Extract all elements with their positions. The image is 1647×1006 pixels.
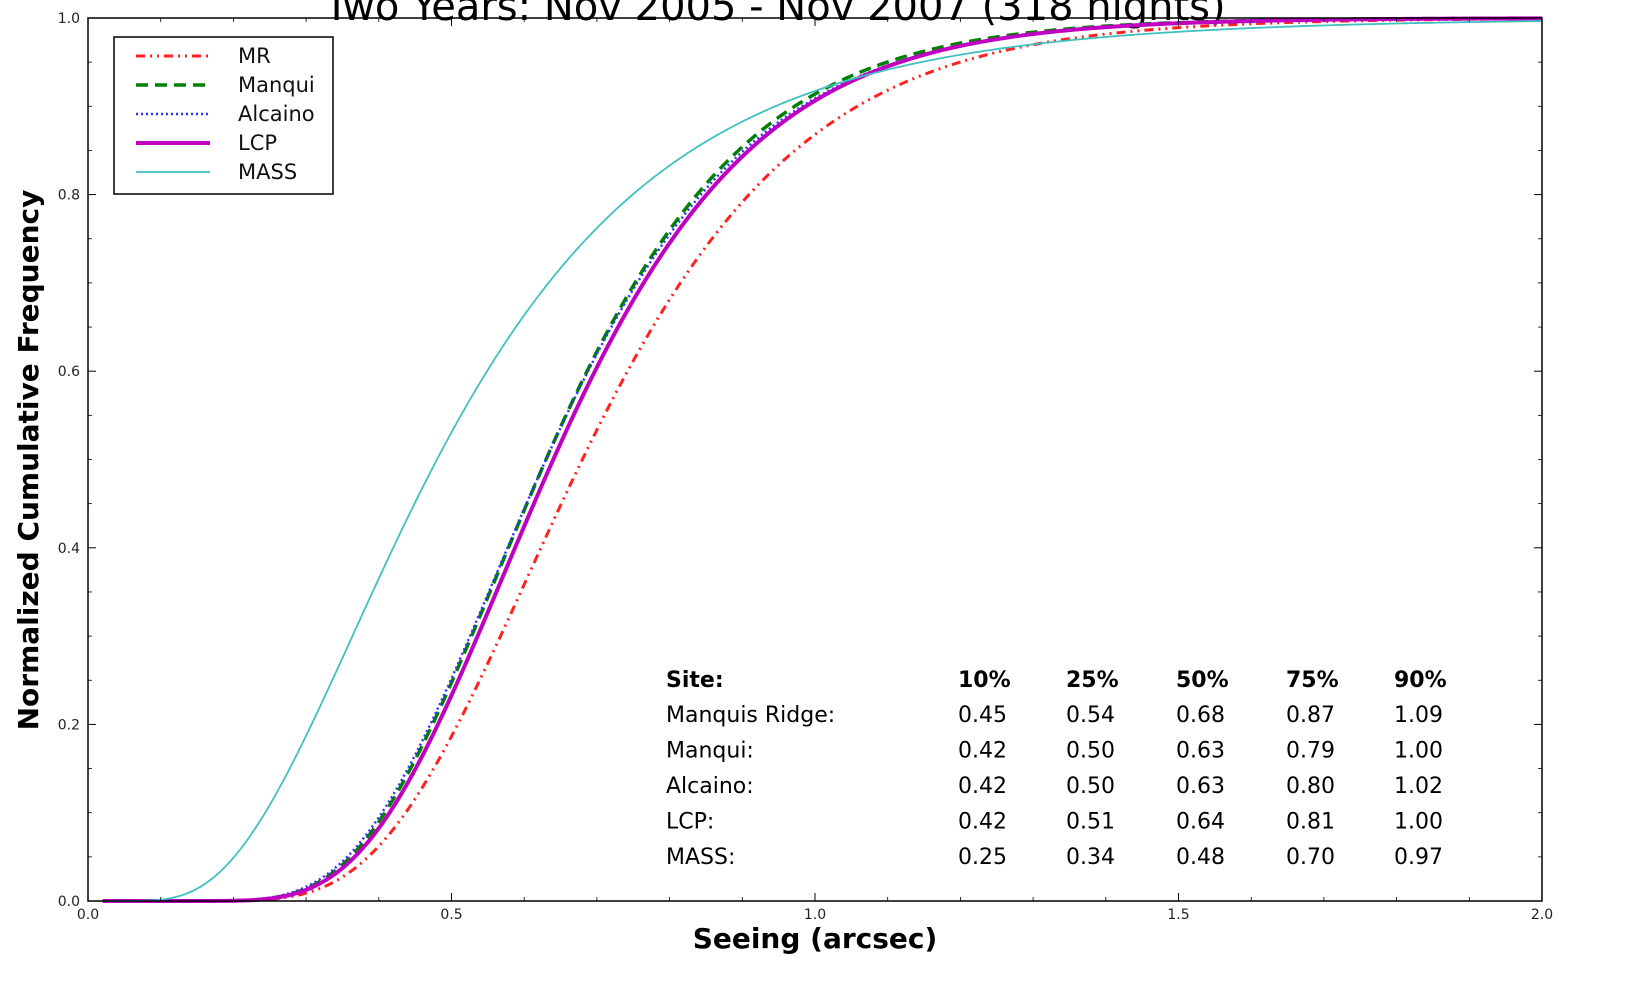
x-tick-label: 0.0 <box>77 907 99 923</box>
table-header-cell: 50% <box>1176 668 1229 693</box>
series-line-mr <box>102 17 1543 903</box>
legend-label-mr: MR <box>238 44 271 68</box>
table-row-label: Manquis Ridge: <box>666 703 835 728</box>
table-cell: 0.34 <box>1066 845 1115 870</box>
table-cell: 0.80 <box>1286 774 1335 799</box>
legend-label-lcp: LCP <box>238 131 277 155</box>
y-tick-label: 0.6 <box>58 364 80 380</box>
table-row-label: Alcaino: <box>666 774 754 799</box>
table-cell: 0.50 <box>1066 774 1115 799</box>
table-cell: 1.00 <box>1394 739 1443 764</box>
y-tick-label: 1.0 <box>58 11 80 27</box>
table-row-label: MASS: <box>666 845 735 870</box>
legend-label-alcaino: Alcaino <box>238 102 315 126</box>
table-cell: 0.54 <box>1066 703 1115 728</box>
table-header-cell: 10% <box>958 668 1011 693</box>
table-cell: 0.97 <box>1394 845 1443 870</box>
legend-label-manqui: Manqui <box>238 73 315 97</box>
table-cell: 0.51 <box>1066 810 1115 835</box>
y-axis: 0.0 0.2 0.4 0.6 0.8 1.0 <box>58 11 1542 910</box>
y-tick-label: 0.2 <box>58 717 80 733</box>
x-tick-label: 2.0 <box>1531 907 1553 923</box>
y-tick-label: 0.4 <box>58 541 80 557</box>
y-tick-label: 0.8 <box>58 188 80 204</box>
table-cell: 0.63 <box>1176 739 1225 764</box>
table-row-label: Manqui: <box>666 739 754 764</box>
y-axis-label: Normalized Cumulative Frequency <box>12 190 45 731</box>
legend-label-mass: MASS <box>238 160 297 184</box>
table-cell: 0.64 <box>1176 810 1225 835</box>
table-cell: 0.70 <box>1286 845 1335 870</box>
x-tick-label: 0.5 <box>440 907 462 923</box>
table-cell: 1.09 <box>1394 703 1443 728</box>
y-tick-label: 0.0 <box>58 894 80 910</box>
table-cell: 0.50 <box>1066 739 1115 764</box>
table-cell: 0.79 <box>1286 739 1335 764</box>
x-axis-label: Seeing (arcsec) <box>693 922 938 955</box>
table-header-cell: 25% <box>1066 668 1119 693</box>
table-cell: 0.48 <box>1176 845 1225 870</box>
table-row-label: LCP: <box>666 810 714 835</box>
x-axis: 0.0 0.5 1.0 1.5 2.0 <box>77 18 1553 923</box>
table-cell: 0.42 <box>958 774 1007 799</box>
table-cell: 0.45 <box>958 703 1007 728</box>
table-header-cell: Site: <box>666 668 724 693</box>
table-header-cell: 75% <box>1286 668 1339 693</box>
table-cell: 0.87 <box>1286 703 1335 728</box>
table-cell: 0.42 <box>958 810 1007 835</box>
table-cell: 1.00 <box>1394 810 1443 835</box>
table-cell: 0.81 <box>1286 810 1335 835</box>
table-cell: 0.63 <box>1176 774 1225 799</box>
percentile-table: Site: 10% 25% 50% 75% 90% Manquis Ridge: 0.45 0.… <box>666 668 1447 870</box>
chart-title: Two Years: Nov 2005 - Nov 2007 (318 nigh… <box>323 0 1225 30</box>
table-cell: 1.02 <box>1394 774 1443 799</box>
series-line-mass <box>102 20 1543 902</box>
series-line-lcp <box>102 16 1542 903</box>
x-tick-label: 1.5 <box>1167 907 1189 923</box>
table-cell: 0.25 <box>958 845 1007 870</box>
legend-frame <box>113 36 334 195</box>
table-cell: 0.68 <box>1176 703 1225 728</box>
curves <box>102 16 1543 903</box>
table-cell: 0.42 <box>958 739 1007 764</box>
x-tick-label: 1.0 <box>804 907 826 923</box>
legend: MR Manqui Alcaino LCP MASS <box>113 36 334 195</box>
table-header-cell: 90% <box>1394 668 1447 693</box>
